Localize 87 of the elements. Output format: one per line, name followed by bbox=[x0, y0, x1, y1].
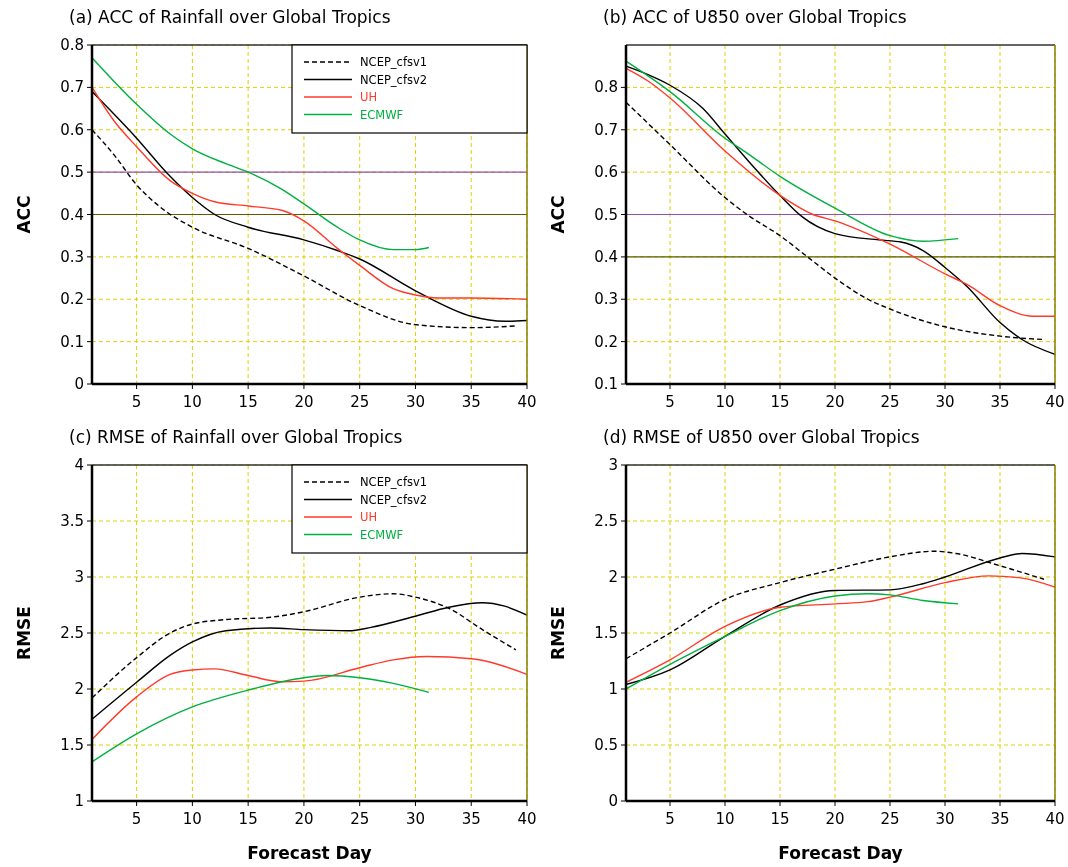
y-tick-label: 2 bbox=[608, 568, 618, 586]
chart-title: (a) ACC of Rainfall over Global Tropics bbox=[69, 7, 391, 27]
y-tick-label: 0.6 bbox=[60, 120, 84, 139]
x-tick-label: 40 bbox=[517, 393, 537, 411]
x-tick-label: 30 bbox=[405, 810, 426, 828]
chart-title: (d) RMSE of U850 over Global Tropics bbox=[603, 427, 920, 447]
y-tick-label: 0.4 bbox=[60, 205, 84, 224]
line-series bbox=[625, 60, 959, 242]
x-tick-label: 15 bbox=[238, 393, 258, 411]
y-tick-label: 1 bbox=[74, 792, 84, 810]
y-tick-label: 0.4 bbox=[594, 247, 618, 266]
legend-label: UH bbox=[360, 510, 378, 524]
x-tick-label: 20 bbox=[294, 810, 314, 828]
legend-label: NCEP_cfsv1 bbox=[360, 475, 428, 489]
x-tick-label: 25 bbox=[350, 393, 370, 411]
y-tick-label: 0 bbox=[74, 375, 84, 393]
y-tick-label: 1 bbox=[608, 680, 618, 698]
y-tick-label: 0.7 bbox=[594, 120, 618, 139]
x-tick-label: 15 bbox=[238, 810, 258, 828]
x-tick-label: 25 bbox=[350, 810, 370, 828]
x-tick-label: 20 bbox=[825, 810, 845, 828]
y-tick-label: 0.1 bbox=[594, 375, 618, 393]
x-tick-label: 40 bbox=[1045, 393, 1065, 411]
y-tick-label: 0.5 bbox=[594, 205, 618, 224]
x-tick-label: 30 bbox=[935, 393, 955, 411]
legend-label: ECMWF bbox=[360, 107, 404, 122]
x-tick-label: 30 bbox=[405, 393, 426, 411]
y-tick-label: 4 bbox=[74, 456, 84, 474]
y-tick-label: 1.5 bbox=[60, 736, 84, 754]
x-tick-label: 15 bbox=[770, 810, 790, 828]
y-tick-label: 3 bbox=[608, 456, 618, 474]
line-series bbox=[625, 575, 1056, 683]
x-tick-label: 35 bbox=[990, 810, 1010, 828]
x-tick-label: 25 bbox=[880, 810, 900, 828]
y-tick-label: 1.5 bbox=[594, 624, 618, 642]
y-axis-title: RMSE bbox=[548, 606, 568, 660]
legend-label: ECMWF bbox=[360, 527, 404, 542]
y-tick-label: 0.2 bbox=[594, 332, 618, 351]
x-tick-label: 40 bbox=[1045, 810, 1065, 828]
x-axis-title: Forecast Day bbox=[778, 843, 903, 863]
x-tick-label: 10 bbox=[715, 393, 735, 411]
y-tick-label: 0.3 bbox=[60, 247, 84, 266]
legend-label: NCEP_cfsv2 bbox=[360, 72, 428, 87]
y-tick-label: 2.5 bbox=[60, 624, 84, 642]
line-series bbox=[91, 655, 528, 741]
y-axis-title: ACC bbox=[548, 195, 568, 234]
y-tick-label: 0.8 bbox=[60, 36, 84, 54]
line-series bbox=[91, 674, 430, 763]
x-tick-label: 5 bbox=[131, 810, 142, 828]
y-tick-label: 0.2 bbox=[60, 290, 84, 309]
y-tick-label: 0.1 bbox=[60, 332, 84, 351]
x-tick-label: 25 bbox=[880, 393, 900, 411]
y-tick-label: 0.6 bbox=[594, 163, 618, 182]
x-tick-label: 10 bbox=[182, 393, 202, 411]
legend-label: NCEP_cfsv1 bbox=[360, 55, 428, 69]
y-tick-label: 0 bbox=[608, 792, 618, 810]
x-tick-label: 35 bbox=[461, 393, 481, 411]
y-axis-title: ACC bbox=[14, 195, 34, 234]
x-tick-label: 10 bbox=[182, 810, 202, 828]
line-series bbox=[625, 593, 959, 690]
y-tick-label: 0.3 bbox=[594, 290, 618, 309]
x-tick-label: 15 bbox=[770, 393, 790, 411]
y-tick-label: 0.5 bbox=[594, 736, 618, 754]
y-tick-label: 2 bbox=[74, 680, 84, 698]
chart-title: (c) RMSE of Rainfall over Global Tropics bbox=[69, 427, 403, 447]
x-tick-label: 20 bbox=[825, 393, 845, 411]
x-tick-label: 40 bbox=[517, 810, 537, 828]
y-tick-label: 2.5 bbox=[594, 512, 618, 530]
x-tick-label: 5 bbox=[131, 393, 142, 411]
line-series bbox=[91, 57, 430, 251]
x-tick-label: 35 bbox=[990, 393, 1010, 411]
x-tick-label: 5 bbox=[665, 393, 675, 411]
x-axis-title: Forecast Day bbox=[247, 843, 372, 863]
y-tick-label: 3.5 bbox=[60, 512, 84, 530]
chart-title: (b) ACC of U850 over Global Tropics bbox=[603, 7, 907, 27]
legend-label: UH bbox=[360, 90, 378, 104]
x-tick-label: 5 bbox=[665, 810, 675, 828]
y-tick-label: 0.8 bbox=[594, 78, 618, 97]
y-axis-title: RMSE bbox=[14, 606, 34, 660]
x-tick-label: 35 bbox=[461, 810, 481, 828]
x-tick-label: 20 bbox=[294, 393, 314, 411]
y-tick-label: 0.7 bbox=[60, 78, 84, 97]
legend-label: NCEP_cfsv2 bbox=[360, 492, 428, 507]
x-tick-label: 30 bbox=[935, 810, 955, 828]
y-tick-label: 0.5 bbox=[60, 163, 84, 182]
y-tick-label: 3 bbox=[74, 568, 84, 586]
x-tick-label: 10 bbox=[715, 810, 735, 828]
